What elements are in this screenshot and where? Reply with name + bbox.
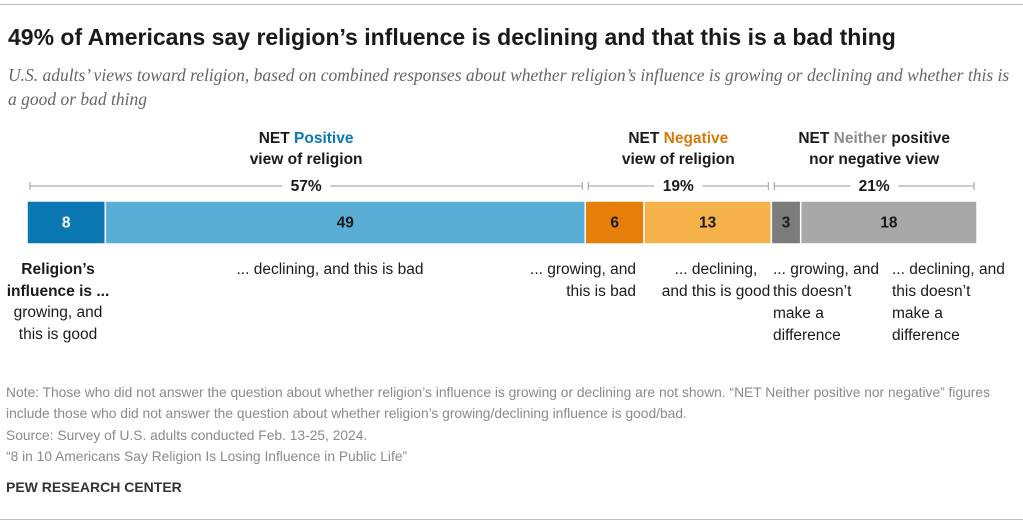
category-label: ... declining, and this is good [661,261,771,300]
label-backdrop [850,177,899,195]
group-suffix: view of religion [621,151,735,168]
group-header: NET Negative view of religion [613,128,743,170]
source: Source: Survey of U.S. adults conducted … [6,428,368,443]
group-value-label: 21% [859,178,890,195]
label-backdrop [282,177,331,195]
chart-title: 49% of Americans say religion’s influenc… [8,24,896,50]
bar-segment [643,200,773,245]
category-label: ... growing, and this is bad [530,261,636,300]
group-highlight: Negative [663,130,729,147]
data-label: 13 [699,215,717,232]
data-label: 6 [610,215,619,232]
group-prefix: NET [628,130,660,147]
category-heading: Religion’s influence is ... [6,261,110,300]
group-highlight: Positive [294,130,354,147]
bar-segment [799,200,978,245]
data-label: 18 [880,215,898,232]
group-header: NET Neither positive nor negative view [789,128,959,170]
group-highlight: Neither [833,130,888,147]
category-label: growing, and this is good [13,304,103,343]
group-suffix: positive nor negative view [809,130,950,168]
category-label: ... declining, and this doesn’t make a d… [892,261,1005,344]
category-label: ... declining, and this is bad [236,261,424,278]
chart-subtitle: U.S. adults’ views toward religion, base… [8,65,1010,109]
report-title: “8 in 10 Americans Say Religion Is Losin… [6,449,408,464]
group-value-label: 19% [663,178,694,195]
group-prefix: NET [258,130,290,147]
group-suffix: view of religion [249,151,363,168]
group-header: NET Positive view of religion [241,128,371,170]
top-rule [0,4,1023,5]
bar-segment [584,200,645,245]
bar-segment [104,200,586,245]
data-label: 8 [62,215,71,232]
note: Note: Those who did not answer the quest… [6,385,990,421]
data-label: 3 [782,215,791,232]
bar-segment [770,200,802,245]
data-label: 49 [337,215,355,232]
label-backdrop [654,177,703,195]
category-label: ... growing, and this doesn’t make a dif… [773,261,879,344]
group-prefix: NET [798,130,830,147]
bottom-rule [0,519,1023,520]
brand: PEW RESEARCH CENTER [6,479,182,495]
group-value-label: 57% [291,178,322,195]
